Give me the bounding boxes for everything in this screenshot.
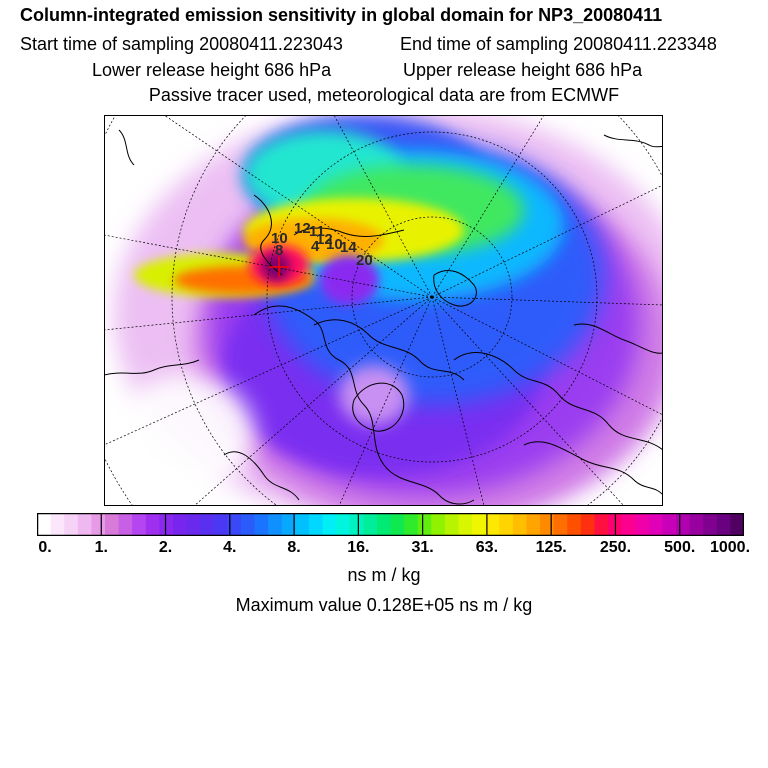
colorbar-swatch xyxy=(390,513,405,536)
colorbar-swatch xyxy=(50,513,65,536)
colorbar-swatch xyxy=(227,513,242,536)
colorbar-tick-label: 250. xyxy=(599,539,632,556)
colorbar-swatch xyxy=(159,513,174,536)
colorbar-swatch xyxy=(145,513,160,536)
colorbar-swatch xyxy=(472,513,487,536)
point-label-1: 10 xyxy=(271,230,288,247)
point-label-7: 20 xyxy=(356,252,373,269)
colorbar-swatch xyxy=(730,513,744,536)
colorbar-swatch xyxy=(268,513,283,536)
colorbar-swatch xyxy=(308,513,324,536)
colorbar-swatch xyxy=(240,513,256,536)
colorbar-tick-label: 125. xyxy=(535,539,567,556)
colorbar-swatch xyxy=(281,513,296,536)
upper-release-label: Upper release height 686 hPa xyxy=(403,60,643,80)
colorbar-swatch xyxy=(648,513,664,536)
colorbar-swatch xyxy=(404,513,419,536)
colorbar-units: ns m / kg xyxy=(347,565,421,585)
colorbar-swatch xyxy=(567,513,582,536)
point-label-4: 12 xyxy=(316,231,333,248)
colorbar-tick-label: 1000. xyxy=(709,539,751,556)
colorbar-swatch xyxy=(295,513,310,536)
point-label-2: 12 xyxy=(294,220,311,237)
graticule xyxy=(104,115,663,506)
colorbar-swatch xyxy=(553,513,568,536)
colorbar-tick-label: 31. xyxy=(411,539,434,556)
colorbar-swatch xyxy=(200,513,215,536)
colorbar-swatch xyxy=(213,513,228,536)
colorbar-swatch xyxy=(349,513,364,536)
colorbar xyxy=(37,513,744,536)
colorbar-swatch xyxy=(444,513,460,536)
colorbar-swatch xyxy=(37,513,52,536)
colorbar-swatch xyxy=(716,513,732,536)
colorbar-swatch xyxy=(635,513,650,536)
colorbar-tick-label: 8. xyxy=(287,539,301,556)
colorbar-swatch xyxy=(336,513,351,536)
tracer-note: Passive tracer used, meteorological data… xyxy=(148,85,620,105)
point-label-6: 14 xyxy=(340,239,357,256)
point-label-5: 10 xyxy=(326,236,343,253)
colorbar-swatch xyxy=(703,513,718,536)
colorbar-tick-label: 0. xyxy=(38,539,52,556)
colorbar-swatch xyxy=(376,513,392,536)
colorbar-tick-label: 16. xyxy=(347,539,370,556)
lower-release-label: Lower release height 686 hPa xyxy=(92,60,332,80)
colorbar-swatch xyxy=(64,513,79,536)
colorbar-tick-label: 500. xyxy=(664,539,696,556)
colorbar-swatch xyxy=(363,513,378,536)
point-label-3: 11 xyxy=(309,223,325,240)
colorbar-swatch xyxy=(132,513,147,536)
point-label-9: 4 xyxy=(311,238,320,255)
colorbar-swatch xyxy=(254,513,269,536)
start-time-label: Start time of sampling 20080411.223043 xyxy=(20,34,343,54)
colorbar-swatch xyxy=(485,513,500,536)
point-label-8: 8 xyxy=(275,242,283,259)
colorbar-tick-label: 63. xyxy=(475,539,499,556)
colorbar-swatch xyxy=(676,513,691,536)
colorbar-swatch xyxy=(172,513,188,536)
colorbar-swatch xyxy=(118,513,133,536)
colorbar-swatch xyxy=(186,513,201,536)
colorbar-swatch xyxy=(458,513,473,536)
colorbar-swatch xyxy=(689,513,704,536)
colorbar-swatch xyxy=(499,513,514,536)
colorbar-border xyxy=(37,513,744,536)
colorbar-swatch xyxy=(104,513,120,536)
colorbar-swatch xyxy=(431,513,446,536)
maximum-value-label: Maximum value 0.128E+05 ns m / kg xyxy=(235,595,533,615)
colorbar-tick-label: 2. xyxy=(158,539,173,556)
colorbar-tick-label: 1. xyxy=(94,539,108,556)
plot-title: Column-integrated emission sensitivity i… xyxy=(20,5,663,25)
emission-sensitivity-map: 10 12 11 12 10 14 20 8 4 xyxy=(104,115,663,506)
colorbar-swatch xyxy=(580,513,596,536)
colorbar-swatch xyxy=(512,513,528,536)
end-time-label: End time of sampling 20080411.223348 xyxy=(400,34,717,54)
release-point-marker xyxy=(269,257,289,277)
colorbar-swatch xyxy=(594,513,609,536)
colorbar-swatch xyxy=(621,513,636,536)
colorbar-swatch xyxy=(540,513,555,536)
coastlines xyxy=(104,129,663,505)
colorbar-swatch xyxy=(77,513,92,536)
colorbar-swatch xyxy=(91,513,106,536)
colorbar-swatch xyxy=(526,513,541,536)
colorbar-swatch xyxy=(662,513,677,536)
colorbar-tick-label: 4. xyxy=(223,539,237,556)
colorbar-swatch xyxy=(322,513,337,536)
colorbar-swatch xyxy=(417,513,432,536)
